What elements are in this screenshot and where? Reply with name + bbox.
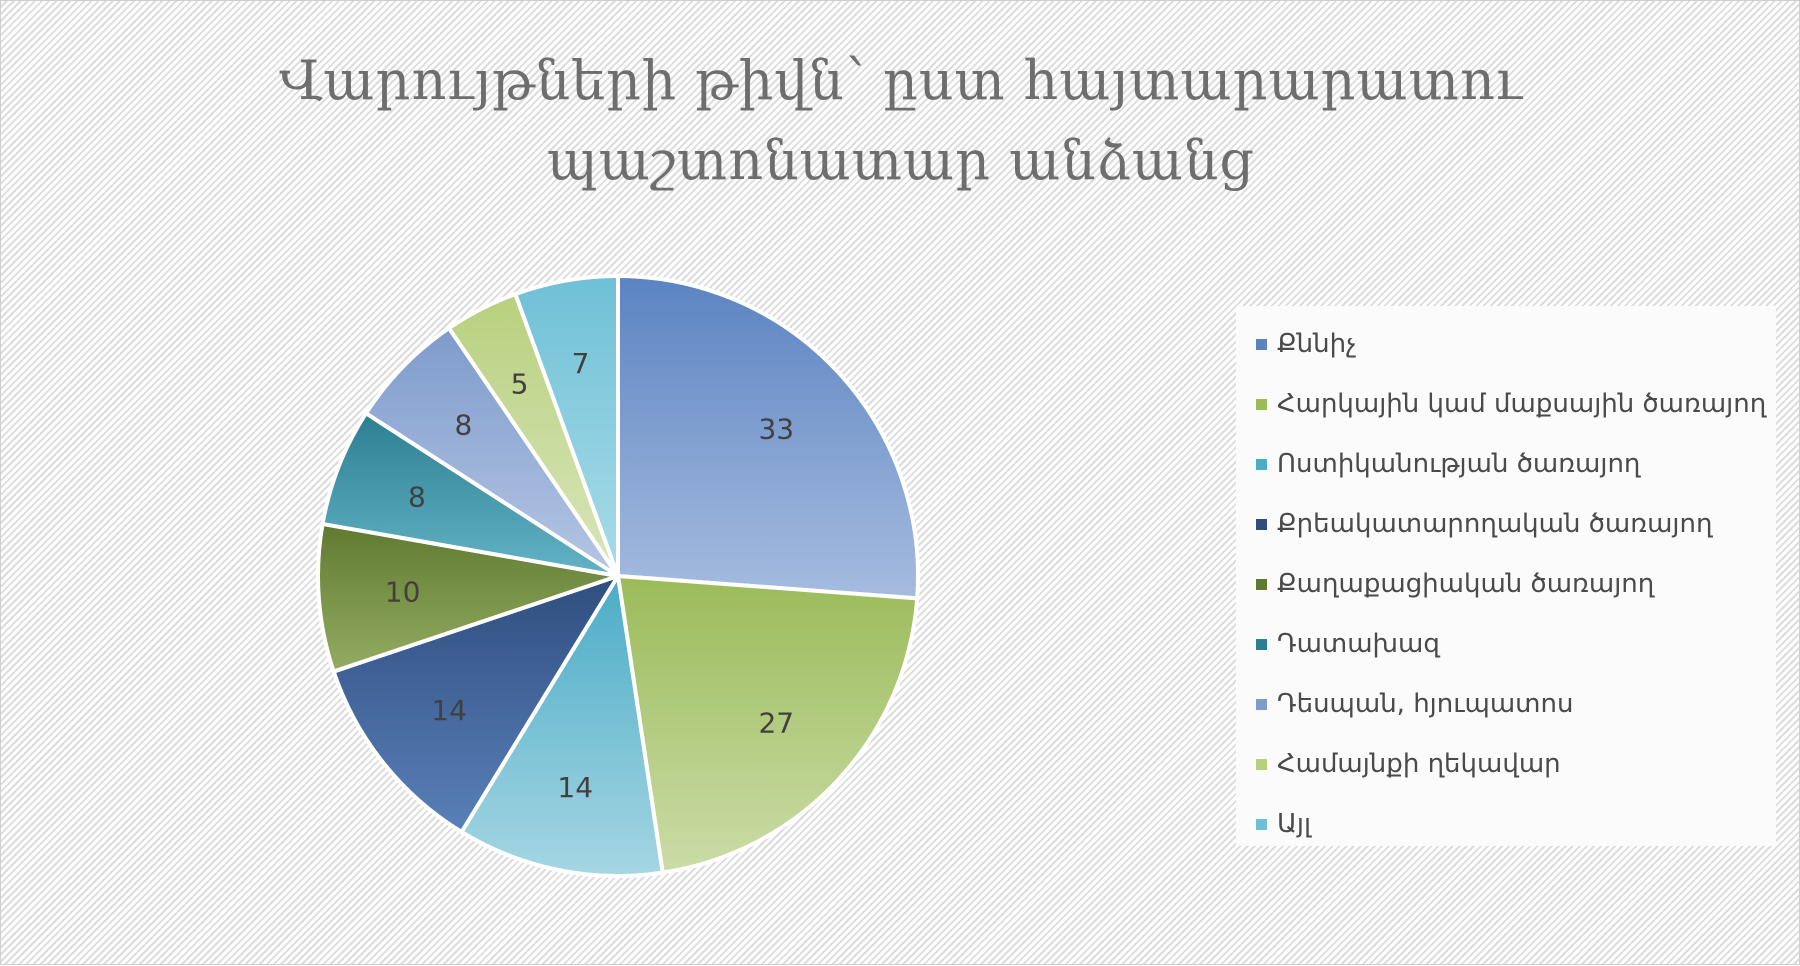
data-label: 8	[408, 481, 426, 514]
legend-label: Այլ	[1277, 809, 1312, 839]
legend-swatch	[1256, 638, 1267, 650]
legend-item: Այլ	[1256, 804, 1311, 844]
legend-label: Քննիչ	[1277, 329, 1357, 359]
pie-slice	[513, 274, 620, 578]
legend-label: Դեսպան, հյուպատոս	[1277, 689, 1574, 719]
data-label: 8	[454, 409, 472, 442]
pie-slice	[316, 521, 620, 674]
pie-slice	[320, 411, 620, 578]
legend-swatch	[1256, 578, 1267, 590]
legend-item: Քրեակատարողական ծառայող	[1256, 504, 1712, 544]
legend-label: Համայնքի ղեկավար	[1277, 749, 1561, 779]
legend-label: Քաղաքացիական ծառայող	[1277, 569, 1655, 599]
chart-title: Վարույթների թիվն՝ ըստ հայտարարատու պաշտո…	[1, 41, 1800, 201]
pie-slice	[616, 574, 920, 875]
legend-swatch	[1256, 398, 1267, 410]
legend-label: Ոստիկանության ծառայող	[1277, 449, 1641, 479]
legend-item: Հարկային կամ մաքսային ծառայող	[1256, 384, 1766, 424]
legend-item: Դատախազ	[1256, 624, 1440, 664]
data-label: 14	[431, 694, 467, 727]
data-label: 27	[758, 706, 794, 739]
data-label: 5	[511, 367, 529, 400]
legend-swatch	[1256, 458, 1267, 470]
legend-swatch	[1256, 338, 1267, 350]
legend-item: Քննիչ	[1256, 324, 1357, 364]
pie-slice	[331, 574, 620, 834]
legend-item: Ոստիկանության ծառայող	[1256, 444, 1640, 484]
legend-swatch	[1256, 818, 1267, 830]
legend-swatch	[1256, 518, 1267, 530]
chart-title-line-2: պաշտոնատար անձանց	[547, 129, 1255, 192]
data-label: 7	[572, 347, 590, 380]
legend-item: Համայնքի ղեկավար	[1256, 744, 1561, 784]
legend-swatch	[1256, 698, 1267, 710]
legend-label: Քրեակատարողական ծառայող	[1277, 509, 1713, 539]
data-label: 14	[557, 771, 593, 804]
chart-title-line-1: Վարույթների թիվն՝ ըստ հայտարարատու	[279, 49, 1523, 112]
chart-legend: Քննիչ Հարկային կամ մաքսային ծառայող Ոստիկա…	[1236, 306, 1776, 846]
legend-item: Քաղաքացիական ծառայող	[1256, 564, 1654, 604]
pie-slice	[363, 326, 620, 578]
pie-slice	[459, 574, 665, 878]
data-label: 33	[758, 413, 794, 446]
legend-item: Դեսպան, հյուպատոս	[1256, 684, 1573, 724]
legend-label: Հարկային կամ մաքսային ծառայող	[1277, 389, 1767, 419]
legend-label: Դատախազ	[1277, 629, 1440, 659]
pie-slice	[616, 274, 920, 601]
legend-swatch	[1256, 758, 1267, 770]
data-label: 10	[385, 576, 421, 609]
